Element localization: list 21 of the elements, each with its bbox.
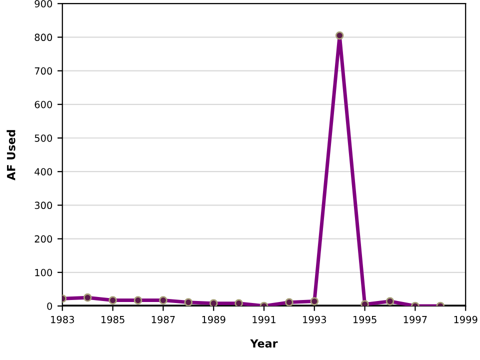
y-axis-title: AF Used: [6, 130, 16, 180]
x-tick-label: 1993: [303, 316, 326, 324]
x-tick-label: 1991: [252, 316, 276, 324]
y-tick-label: 100: [35, 268, 52, 276]
x-tick-label: 1987: [152, 316, 175, 324]
x-tick-label: 1999: [454, 316, 478, 324]
x-tick-label: 1995: [353, 316, 376, 324]
y-tick-label: 800: [34, 34, 52, 42]
x-axis-title: Year: [250, 339, 278, 348]
y-tick-label: 400: [34, 168, 52, 176]
y-tick-label: 900: [34, 0, 52, 8]
y-tick-label: 700: [34, 67, 52, 75]
x-tick-label: 1985: [101, 316, 124, 324]
y-tick-label: 600: [34, 100, 52, 108]
y-tick-label: 0: [47, 302, 52, 310]
y-tick-label: 300: [34, 202, 52, 210]
x-tick-label: 1997: [404, 316, 427, 324]
y-tick-label: 500: [34, 134, 52, 142]
x-tick-label: 1989: [202, 316, 226, 324]
y-tick-label: 200: [34, 235, 52, 243]
x-tick-label: 1983: [51, 316, 74, 324]
